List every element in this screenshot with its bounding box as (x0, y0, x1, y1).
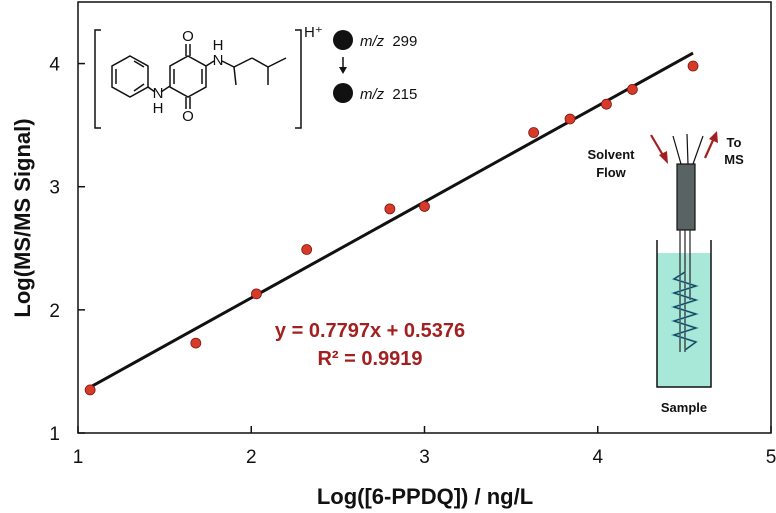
solvent-flow-arrow (650, 134, 665, 158)
y-tick-label-1: 2 (49, 301, 60, 322)
data-point-7 (564, 113, 576, 125)
probe-housing (676, 163, 696, 231)
x-tick-label-0: 1 (73, 447, 84, 468)
parent-ion-marker (333, 30, 353, 50)
y-tick-label-2: 3 (49, 178, 60, 199)
data-point-10 (687, 60, 699, 72)
solvent-label-line2: Flow (596, 165, 626, 180)
x-tick-label-1: 2 (246, 447, 257, 468)
x-tick-label-4: 5 (766, 447, 776, 468)
atom-n-left: N (153, 85, 164, 102)
data-point-8 (601, 98, 612, 110)
phenyl-ring (111, 55, 149, 98)
data-point-4 (384, 203, 396, 215)
data-point-5 (419, 201, 430, 212)
parent-ion-label: m/z 299 (360, 33, 417, 50)
y-axis-label: Log(MS/MS Signal) (10, 118, 35, 317)
fit-equation: y = 0.7797x + 0.5376 (275, 320, 465, 342)
sample-label: Sample (661, 400, 707, 415)
data-point-2 (251, 288, 262, 300)
quinone-ring (169, 55, 207, 98)
y-tick-label-3: 4 (49, 55, 60, 76)
x-tick-label-3: 4 (592, 447, 603, 468)
to-ms-label-line2: MS (724, 152, 744, 167)
y-tick-label-0: 1 (49, 424, 60, 445)
atom-o-bottom: O (182, 108, 194, 125)
data-point-3 (301, 244, 313, 255)
atom-n-right: N (213, 52, 224, 69)
transition-arrow-head (339, 67, 347, 74)
right-bracket (295, 29, 302, 129)
fit-line (89, 51, 694, 389)
solvent-label-line1: Solvent (588, 147, 636, 162)
data-points (84, 60, 699, 396)
atom-o-top: O (182, 28, 194, 45)
sampling-probe-diagram (650, 131, 718, 388)
sample-liquid (657, 253, 711, 387)
molecule-atom-labels: O O H N N H H⁺ (153, 24, 323, 125)
product-ion-marker (333, 83, 353, 103)
data-point-6 (528, 127, 540, 138)
data-point-9 (627, 84, 638, 95)
product-ion-label: m/z 215 (360, 86, 417, 103)
data-point-0 (84, 384, 96, 396)
x-axis-label: Log([6-PPDQ]) / ng/L (317, 484, 533, 509)
data-point-1 (190, 337, 202, 349)
beaker (656, 240, 712, 388)
fit-layer (89, 51, 694, 389)
fit-r-squared: R² = 0.9919 (317, 348, 422, 370)
to-ms-arrow (703, 137, 716, 159)
atom-nh-right: H (213, 37, 224, 54)
to-ms-label-line1: To (727, 135, 742, 150)
axis-ticks: 1 2 3 4 5 1 2 3 4 (49, 55, 776, 468)
x-tick-label-2: 3 (419, 447, 430, 468)
atom-nh-left: H (153, 100, 164, 117)
ion-charge: H⁺ (304, 24, 323, 41)
left-bracket (94, 29, 101, 129)
molecule-structure (94, 29, 302, 129)
